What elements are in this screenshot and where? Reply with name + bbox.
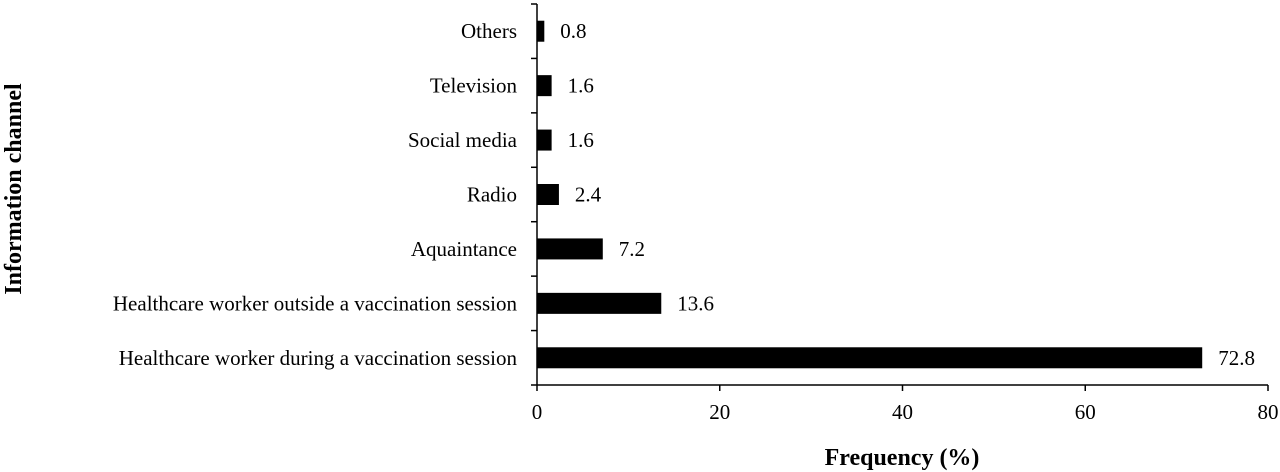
data-label: 13.6 bbox=[677, 291, 714, 315]
x-tick-label: 40 bbox=[892, 400, 913, 424]
data-label: 72.8 bbox=[1218, 346, 1255, 370]
category-label: Others bbox=[461, 19, 517, 43]
bar bbox=[537, 184, 559, 205]
axes bbox=[536, 4, 1268, 386]
data-label: 1.6 bbox=[568, 128, 594, 152]
category-label: Social media bbox=[408, 128, 518, 152]
x-tick-label: 20 bbox=[709, 400, 730, 424]
category-label: Healthcare worker outside a vaccination … bbox=[113, 291, 518, 315]
category-label: Television bbox=[430, 74, 518, 98]
x-tick-label: 80 bbox=[1258, 400, 1279, 424]
data-labels: 72.8 13.6 7.2 2.4 1.6 1.6 0.8 bbox=[560, 19, 1255, 370]
x-axis-ticks bbox=[536, 385, 1269, 391]
bar bbox=[537, 347, 1203, 369]
x-tick-label: 60 bbox=[1075, 400, 1096, 424]
bar bbox=[537, 129, 552, 151]
data-label: 2.4 bbox=[575, 183, 602, 207]
x-tick-labels: 0 20 40 60 80 bbox=[532, 400, 1279, 424]
bar bbox=[537, 238, 603, 260]
bars bbox=[537, 20, 1203, 369]
data-label: 1.6 bbox=[568, 74, 594, 98]
category-labels: Healthcare worker during a vaccination s… bbox=[113, 19, 518, 370]
x-tick-label: 0 bbox=[532, 400, 543, 424]
bar bbox=[537, 20, 545, 42]
bar bbox=[537, 75, 552, 97]
data-label: 7.2 bbox=[619, 237, 645, 261]
category-label: Radio bbox=[467, 183, 517, 207]
category-label: Healthcare worker during a vaccination s… bbox=[119, 346, 518, 370]
x-axis-title: Frequency (%) bbox=[825, 445, 980, 471]
category-label: Aquaintance bbox=[411, 237, 517, 261]
y-axis-title: Information channel bbox=[1, 83, 27, 295]
data-label: 0.8 bbox=[560, 19, 586, 43]
y-axis-ticks bbox=[531, 3, 537, 386]
bar bbox=[537, 292, 662, 314]
